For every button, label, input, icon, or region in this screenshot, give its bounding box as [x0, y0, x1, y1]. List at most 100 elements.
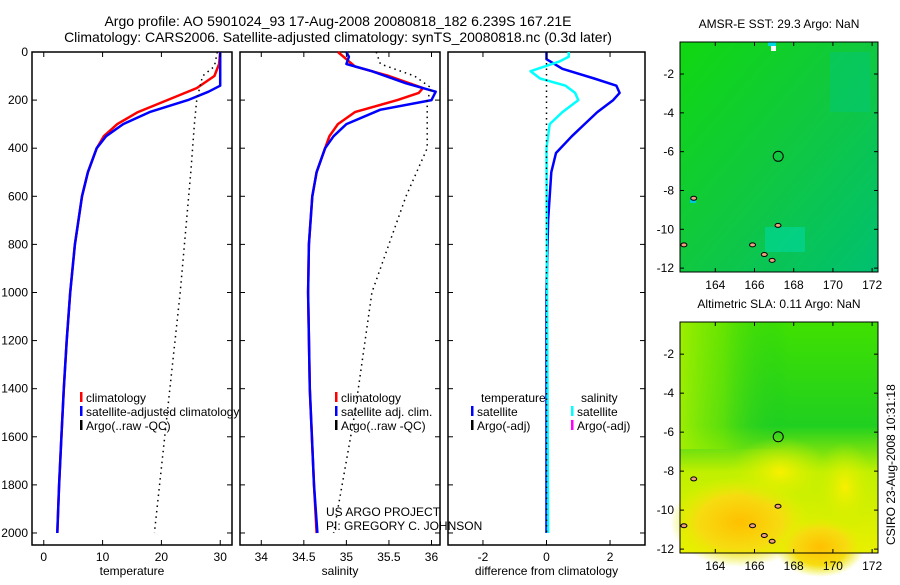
profile-panel-1: 0 10 20 30 temperature 0 200 400 600 800 1000 1200 1…: [1, 45, 239, 578]
island-outline: [774, 503, 782, 509]
lon-tick-label: 170: [823, 559, 843, 573]
legend-swatch: [335, 406, 338, 416]
sla-high-anomaly: [775, 517, 865, 577]
series-line-argo-raw-qc-: [153, 51, 219, 534]
island-outline: [749, 242, 757, 248]
lon-tick-label: 166: [744, 278, 764, 292]
lat-tick-label: -10: [657, 503, 675, 517]
legend-swatch: [335, 420, 338, 430]
lon-tick-label: 168: [784, 278, 804, 292]
island-outline: [680, 242, 688, 248]
legend-header-salinity: salinity: [581, 391, 618, 405]
y-tick-label: 0: [21, 45, 28, 59]
island-outline: [749, 523, 757, 529]
island-outline: [680, 523, 688, 529]
island-outline: [760, 252, 768, 258]
x-tick-label: 2: [607, 550, 614, 564]
island-outline: [690, 476, 698, 482]
legend-entry: satellite adj. clim.: [341, 405, 432, 419]
lat-tick-label: -4: [663, 386, 674, 400]
island-outline: [768, 257, 776, 263]
island-outline: [760, 532, 768, 538]
legend-swatch: [571, 420, 574, 430]
lon-tick-label: 164: [705, 559, 725, 573]
legend-swatch: [80, 420, 83, 430]
x-tick-label: 20: [155, 550, 169, 564]
sla-yellow-region: [815, 442, 875, 532]
x-axis-label: salinity: [322, 564, 359, 578]
series-line-argo-raw-qc-: [332, 51, 433, 534]
series-line-satellite-adj-clim-: [306, 51, 437, 534]
lon-tick-label: 172: [862, 559, 882, 573]
y-tick-label: 1800: [1, 478, 28, 492]
argo-float-position-marker: [772, 150, 784, 162]
y-tick-label: 400: [8, 141, 28, 155]
legend-swatch: [471, 420, 474, 430]
lat-tick-label: -4: [663, 106, 674, 120]
plot-frame: [239, 51, 441, 546]
x-tick-label: 34.5: [292, 550, 316, 564]
sla-yellow-region: [730, 437, 830, 507]
lat-tick-label: -12: [657, 261, 675, 275]
y-tick-label: 1600: [1, 430, 28, 444]
y-tick-label: 1200: [1, 334, 28, 348]
island-outline: [774, 222, 782, 228]
plot-frame: [31, 51, 233, 546]
x-tick-label: 34: [255, 550, 269, 564]
lat-tick-label: -12: [657, 542, 675, 556]
lat-tick-label: -10: [657, 222, 675, 236]
lon-tick-label: 164: [705, 278, 725, 292]
lon-tick-label: 168: [784, 559, 804, 573]
x-axis-label: difference from climatology: [475, 564, 618, 578]
island-outline: [690, 195, 698, 201]
sst-field-patch: [830, 52, 870, 112]
y-tick-label: 1400: [1, 382, 28, 396]
legend-swatch: [471, 406, 474, 416]
lat-tick-label: -2: [663, 347, 674, 361]
x-tick-label: 0: [543, 550, 550, 564]
sst-field-patch: [765, 227, 805, 252]
figure-title-line2: Climatology: CARS2006. Satellite-adjuste…: [64, 29, 612, 45]
csiro-timestamp-label: CSIRO 23-Aug-2008 10:31:18: [884, 384, 898, 545]
legend-header-temperature: temperature: [481, 391, 546, 405]
us-argo-credit-line1: US ARGO PROJECT: [326, 505, 441, 519]
y-tick-label: 200: [8, 93, 28, 107]
x-axis-label: temperature: [100, 564, 165, 578]
sla-field-patch: [680, 322, 789, 450]
legend-entry: satellite: [577, 405, 618, 419]
legend-entry: Argo(-adj): [477, 419, 530, 433]
figure-title-line1: Argo profile: AO 5901024_93 17-Aug-2008 …: [104, 13, 571, 29]
x-tick-label: 36: [425, 550, 439, 564]
x-tick-label: 0: [40, 550, 47, 564]
series-line-satellite-adjusted-climatology: [56, 52, 222, 534]
lat-tick-label: -2: [663, 67, 674, 81]
lat-tick-label: -8: [663, 183, 674, 197]
y-tick-label: 600: [8, 189, 28, 203]
profile-panel-2: 34 34.5 35 35.5 36 salinity climatologysatelli…: [239, 51, 441, 578]
y-tick-label: 2000: [1, 526, 28, 540]
legend-entry: climatology: [341, 391, 401, 405]
legend-swatch: [80, 392, 83, 402]
legend-entry: satellite: [477, 405, 518, 419]
legend-entry: Argo(..raw -QC): [341, 419, 426, 433]
y-tick-label: 1000: [1, 285, 28, 299]
map-frame: [679, 321, 879, 554]
series-line-salinity-satellite: [529, 52, 580, 534]
y-tick-label: 800: [8, 237, 28, 251]
lon-tick-label: 170: [823, 278, 843, 292]
legend-entry: Argo(..raw -QC): [86, 419, 171, 433]
legend-swatch: [335, 392, 338, 402]
x-tick-label: -2: [478, 550, 489, 564]
island-outline: [768, 538, 776, 544]
x-tick-label: 35.5: [377, 550, 401, 564]
map-frame: [679, 41, 879, 273]
lon-tick-label: 172: [862, 278, 882, 292]
us-argo-credit-line2: PI: GREGORY C. JOHNSON: [326, 519, 482, 533]
legend-entry: satellite-adjusted climatology: [86, 405, 239, 419]
lat-tick-label: -8: [663, 464, 674, 478]
legend-entry: climatology: [86, 391, 146, 405]
lon-tick-label: 166: [744, 559, 764, 573]
lat-tick-label: -6: [663, 145, 674, 159]
legend-swatch: [80, 406, 83, 416]
